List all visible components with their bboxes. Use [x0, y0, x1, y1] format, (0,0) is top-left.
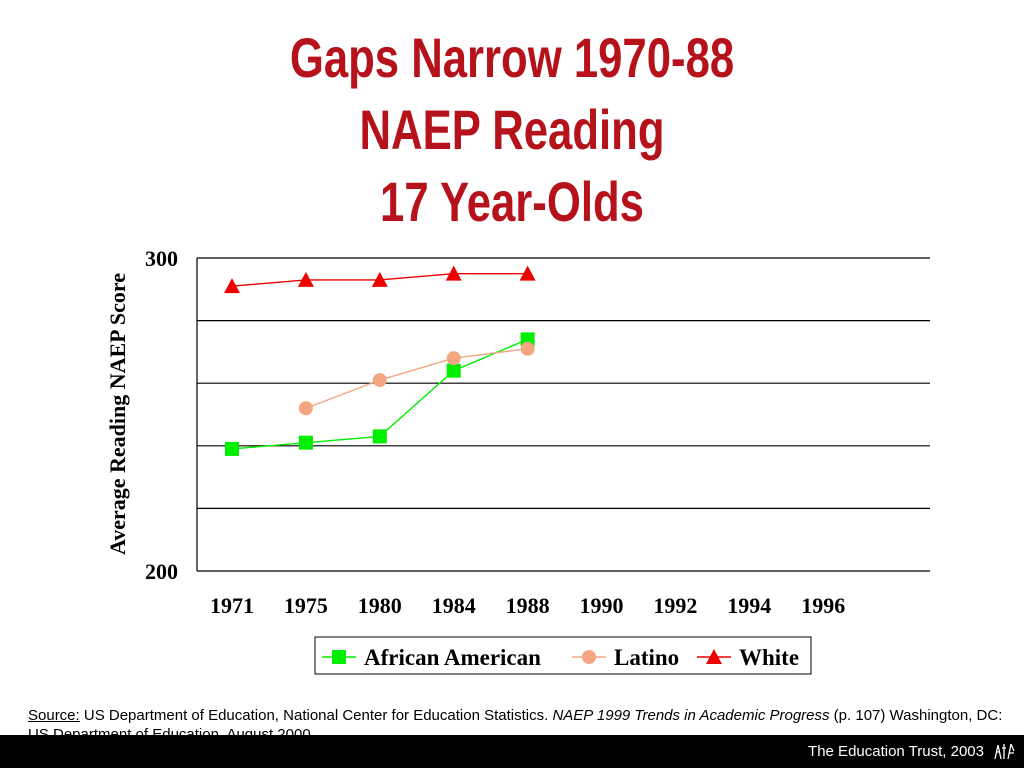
data-point-2-1975 — [297, 271, 314, 287]
series-line-1 — [305, 348, 528, 409]
chart-title: Gaps Narrow 1970-88 NAEP Reading 17 Year… — [113, 22, 912, 238]
legend-marker-2 — [706, 649, 722, 664]
data-point-1-1988 — [520, 341, 535, 356]
x-tick-label-1975: 1975 — [284, 593, 328, 618]
data-point-2-1980 — [371, 271, 388, 287]
legend: African American Latino White — [314, 636, 812, 675]
legend-marker-0 — [332, 650, 346, 664]
legend-entry-2: White — [697, 645, 799, 670]
legend-label-2: White — [739, 645, 799, 670]
data-point-2-1988 — [519, 265, 536, 281]
title-line-3: 17 Year-Olds — [380, 170, 644, 233]
x-tick-labels: 1971 1975 1980 1984 1988 1990 1992 1994 1996 — [210, 593, 845, 618]
data-point-0-1975 — [298, 435, 313, 450]
series-african-american — [225, 332, 535, 456]
series-group — [224, 265, 536, 456]
grid — [197, 257, 930, 572]
series-white — [224, 265, 536, 294]
data-point-0-1980 — [372, 429, 387, 444]
y-tick-label-200: 200 — [145, 559, 178, 584]
legend-marker-1 — [582, 650, 596, 664]
data-point-0-1984 — [446, 363, 461, 378]
x-tick-label-1984: 1984 — [432, 593, 476, 618]
title-line-1: Gaps Narrow 1970-88 — [289, 26, 735, 89]
series-latino — [298, 341, 535, 416]
data-point-1-1980 — [372, 373, 387, 388]
data-point-1-1975 — [298, 401, 313, 416]
x-tick-label-1992: 1992 — [653, 593, 697, 618]
footer-bar: The Education Trust, 2003 — [0, 735, 1024, 768]
title-line-2: NAEP Reading — [359, 98, 665, 161]
education-trust-logo-icon — [994, 743, 1015, 760]
y-tick-label-300: 300 — [145, 246, 178, 271]
y-axis-label: Average Reading NAEP Score — [105, 273, 130, 555]
x-tick-label-1988: 1988 — [506, 593, 550, 618]
x-tick-label-1990: 1990 — [580, 593, 624, 618]
legend-box — [314, 636, 812, 675]
x-tick-label-1980: 1980 — [358, 593, 402, 618]
x-tick-label-1994: 1994 — [727, 593, 771, 618]
legend-label-0: African American — [364, 645, 541, 670]
source-lead: Source: — [28, 707, 80, 724]
data-point-0-1971 — [225, 441, 239, 456]
data-point-2-1984 — [445, 265, 462, 281]
legend-entry-0: African American — [322, 645, 541, 670]
x-tick-label-1996: 1996 — [801, 593, 845, 618]
x-tick-label-1971: 1971 — [210, 593, 254, 618]
data-point-2-1971 — [224, 278, 240, 294]
y-tick-labels: 300 200 — [145, 246, 178, 584]
source-publication: NAEP 1999 Trends in Academic Progress — [552, 707, 830, 724]
legend-label-1: Latino — [614, 645, 679, 670]
footer-credit: The Education Trust, 2003 — [808, 743, 984, 760]
source-text: US Department of Education, National Cen… — [79, 707, 553, 724]
data-point-1-1984 — [446, 351, 461, 366]
legend-entry-1: Latino — [572, 645, 679, 670]
